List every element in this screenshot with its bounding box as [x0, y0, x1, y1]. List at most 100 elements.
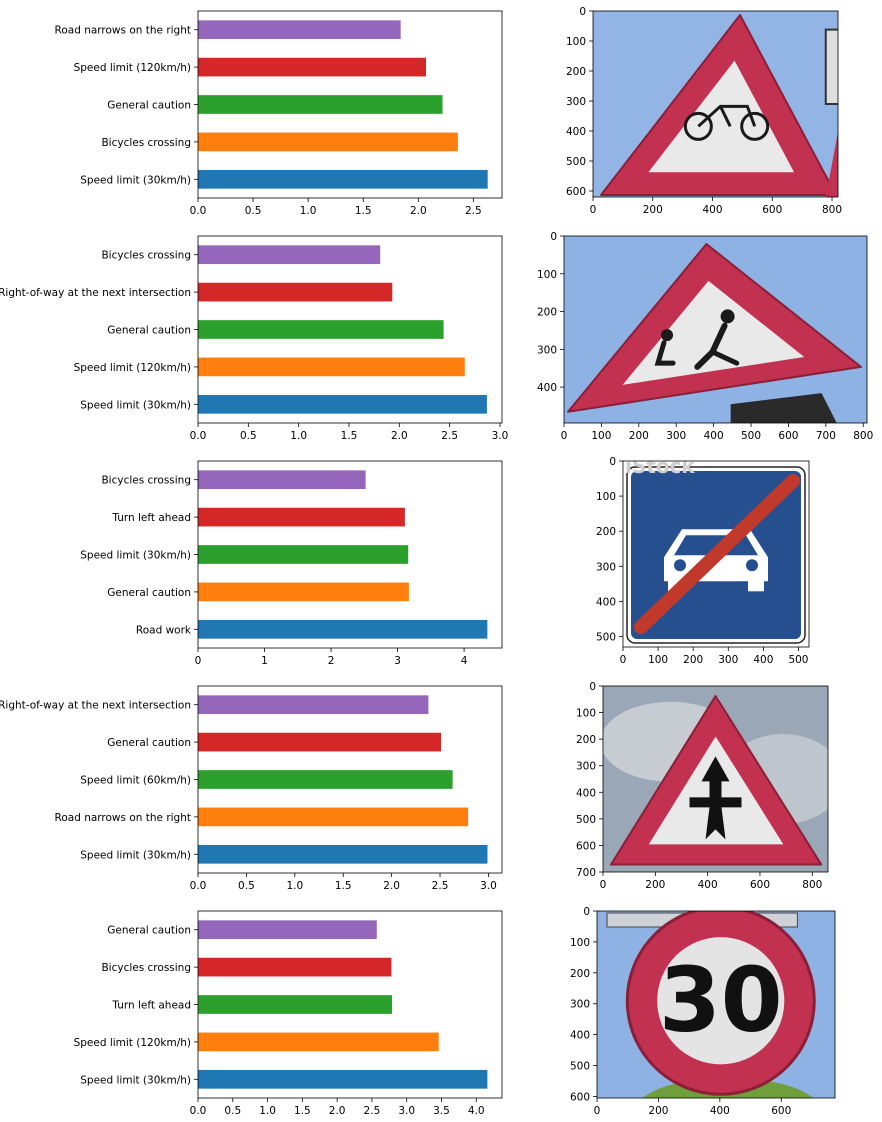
image-axes-frame — [602, 685, 829, 873]
image-panel-1: 0 200 400 600 800 0 100 200 300 400 500 600 — [566, 6, 842, 216]
x-tick-label: 400 — [702, 204, 722, 216]
category-label: Speed limit (30km/h) — [80, 849, 191, 861]
image-panel-2: 0 100 200 300 400 500 600 700 800 0 100 200 300 400 — [537, 231, 873, 442]
child-figure — [709, 349, 740, 366]
bar — [198, 470, 366, 490]
child-figure — [661, 329, 674, 342]
x-tick-label: 300 — [666, 430, 686, 442]
x-tick-label: 3.0 — [492, 430, 509, 442]
y-tick-label: 200 — [576, 734, 596, 746]
category-label: Speed limit (120km/h) — [74, 362, 191, 374]
bar — [198, 394, 487, 414]
bar-chart-5: Speed limit (30km/h) Speed limit (120km/h… — [74, 910, 503, 1117]
x-tick-label: 1.0 — [286, 880, 303, 892]
bar — [198, 920, 377, 940]
bar — [198, 20, 401, 40]
y-tick-label: 500 — [596, 631, 616, 643]
category-label: Speed limit (30km/h) — [80, 1074, 191, 1086]
x-tick-label: 0.0 — [190, 205, 207, 217]
x-tick-label: 800 — [853, 430, 873, 442]
x-tick-label: 3.0 — [480, 880, 497, 892]
x-tick-label: 800 — [802, 879, 822, 891]
red-diagonal-stripe — [634, 474, 800, 634]
category-label: General caution — [107, 100, 191, 112]
y-tick-label: 600 — [576, 840, 596, 852]
x-tick-label: 200 — [629, 430, 649, 442]
x-tick-label: 600 — [750, 879, 770, 891]
y-tick-label: 600 — [566, 186, 586, 198]
y-tick-label: 200 — [566, 66, 586, 78]
speed-limit-30-sign: 30 — [597, 911, 835, 1098]
bar — [198, 245, 381, 265]
x-tick-label: 100 — [648, 654, 668, 666]
y-tick-label: 300 — [570, 999, 590, 1011]
category-label: Road narrows on the right — [55, 25, 191, 37]
adjacent-sign — [825, 131, 838, 197]
x-tick-label: 1.5 — [341, 430, 358, 442]
x-tick-label: 1.5 — [294, 1105, 311, 1117]
bar — [198, 545, 409, 564]
axes-frame — [197, 10, 503, 199]
category-label: Speed limit (30km/h) — [80, 550, 191, 562]
x-tick-label: 4.0 — [468, 1105, 485, 1117]
x-tick-label: 2 — [328, 655, 335, 667]
x-tick-label: 4 — [461, 655, 468, 667]
category-label: Speed limit (30km/h) — [80, 399, 191, 411]
right-of-way-sign — [603, 686, 828, 872]
bar — [198, 507, 405, 527]
category-label: Bicycles crossing — [101, 250, 191, 262]
x-tick-label: 600 — [778, 430, 798, 442]
category-label: Right-of-way at the next intersection — [0, 700, 191, 712]
axes-frame — [197, 910, 503, 1099]
x-tick-label: 400 — [753, 654, 773, 666]
bar — [198, 619, 488, 639]
x-tick-label: 0.0 — [190, 430, 207, 442]
bar — [198, 844, 488, 864]
x-tick-label: 3.0 — [398, 1105, 415, 1117]
x-tick-label: 1.0 — [290, 430, 307, 442]
bar — [198, 95, 443, 114]
image-axes-frame — [563, 235, 868, 424]
x-tick-label: 2.0 — [383, 880, 400, 892]
y-tick-label: 400 — [576, 787, 596, 799]
x-tick-label: 0 — [594, 1105, 601, 1117]
y-tick-label: 500 — [576, 814, 596, 826]
category-label: General caution — [107, 737, 191, 749]
category-label: Speed limit (60km/h) — [80, 775, 191, 787]
bicycle-frame — [719, 105, 732, 127]
bicycle-frame — [697, 104, 757, 128]
bar — [198, 695, 429, 715]
y-tick-label: 400 — [570, 1030, 590, 1042]
image-panel-3: iStock 0 100 200 300 400 500 0 100 200 300 400 500 — [596, 454, 810, 666]
bar — [198, 1032, 439, 1052]
bicycle-wheel — [740, 111, 770, 141]
sign-images: 0 200 400 600 800 0 100 200 300 400 500 600 0 100 200 3… — [537, 6, 873, 1117]
category-label: Road narrows on the right — [55, 812, 191, 824]
bicycle-wheel — [683, 111, 713, 141]
y-tick-label: 600 — [570, 1091, 590, 1103]
category-label: Bicycles crossing — [101, 962, 191, 974]
x-tick-label: 0 — [195, 655, 202, 667]
x-tick-label: 0 — [600, 879, 607, 891]
x-tick-label: 500 — [788, 654, 808, 666]
x-tick-label: 200 — [648, 1105, 668, 1117]
y-tick-label: 100 — [570, 937, 590, 949]
x-tick-label: 0 — [620, 654, 627, 666]
crossroad-symbol — [689, 756, 742, 840]
x-tick-label: 700 — [816, 430, 836, 442]
bar — [198, 57, 426, 77]
category-label: Road work — [136, 624, 192, 636]
watermark-text: iStock — [625, 454, 695, 478]
sign-inner-panel — [622, 280, 805, 385]
bar — [198, 582, 409, 602]
bar — [198, 132, 458, 152]
sign-inner-panel — [648, 60, 795, 173]
bar — [198, 807, 469, 827]
x-tick-label: 1 — [261, 655, 268, 667]
x-tick-label: 2.5 — [364, 1105, 381, 1117]
x-tick-label: 3.5 — [433, 1105, 450, 1117]
child-figure — [720, 309, 735, 324]
x-tick-label: 2.0 — [329, 1105, 346, 1117]
y-tick-label: 300 — [576, 761, 596, 773]
